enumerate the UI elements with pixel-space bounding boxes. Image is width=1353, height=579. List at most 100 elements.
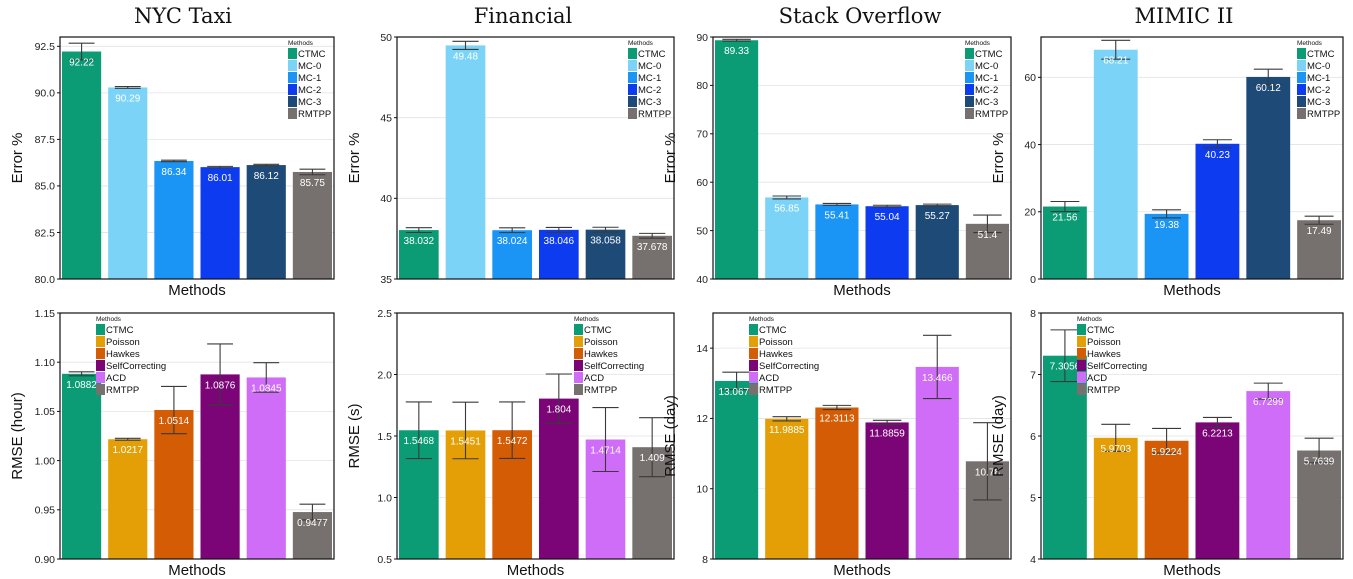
error-bar — [772, 195, 801, 200]
y-tick-label: 12 — [696, 413, 708, 425]
error-bar — [405, 227, 432, 234]
data-label: 60.12 — [1256, 83, 1281, 94]
x-axis-label: Methods — [507, 562, 565, 579]
legend: Methods CTMCPoissonHawkesSelfCorrectingAC… — [1077, 316, 1147, 396]
error-bar — [1050, 329, 1080, 383]
legend-item: Poisson — [1087, 337, 1121, 348]
legend-title: Methods — [288, 40, 314, 47]
bar-ctmc — [715, 40, 759, 280]
legend-item: SelfCorrecting — [1087, 361, 1147, 372]
bar-mc-3 — [246, 165, 286, 279]
legend-swatch — [965, 96, 974, 107]
y-tick-label: 50 — [380, 32, 392, 44]
legend-item: Hawkes — [584, 349, 618, 360]
bar-hawkes — [154, 410, 194, 559]
data-label: 6.2213 — [1202, 428, 1233, 439]
legend-title: Methods — [96, 316, 122, 323]
chart-panel-1: 38.032 49.48 38.024 38.046 38.058 37.678 35 40 4… — [346, 32, 675, 286]
legend-item: MC-2 — [298, 85, 321, 96]
legend-title: Methods — [628, 40, 654, 47]
data-label: 89.33 — [724, 46, 749, 57]
error-bar — [872, 419, 902, 426]
y-tick-label: 1.15 — [35, 308, 56, 320]
error-bar — [499, 401, 526, 460]
error-bar — [1050, 200, 1080, 213]
data-label: 1.0845 — [251, 383, 282, 394]
legend-swatch — [1297, 48, 1306, 59]
y-tick-label: 90 — [696, 32, 708, 44]
legend-swatch — [749, 336, 758, 347]
legend-swatch — [96, 384, 105, 395]
legend-swatch — [288, 108, 297, 119]
error-bar — [253, 362, 280, 393]
y-tick-label: 0.95 — [35, 505, 56, 517]
y-tick-label: 0 — [1030, 274, 1036, 286]
data-label: 1.5451 — [450, 436, 481, 447]
y-tick-label: 8 — [1030, 308, 1036, 320]
data-label: 85.75 — [300, 178, 325, 189]
bar-acd — [246, 377, 286, 559]
bar-selfcorrecting — [865, 422, 909, 559]
y-axis-label: RMSE (s) — [346, 404, 363, 469]
legend-swatch — [288, 48, 297, 59]
data-label: 38.024 — [497, 236, 528, 247]
error-bar — [772, 416, 801, 422]
legend-item: CTMC — [975, 49, 1003, 60]
legend-item: MC-3 — [298, 97, 321, 108]
plot-frame — [396, 36, 675, 280]
legend-swatch — [1297, 108, 1306, 119]
column-title-nyc-taxi: NYC Taxi — [134, 4, 232, 28]
bar-mc-0 — [108, 87, 148, 279]
y-axis-label: RMSE (hour) — [9, 392, 26, 480]
y-tick-label: 40 — [1024, 139, 1036, 151]
bar-mc-0 — [445, 45, 486, 280]
data-label: 40.23 — [1205, 150, 1230, 161]
y-tick-label: 5 — [1030, 492, 1036, 504]
chart-panel-3: 21.56 68.21 19.38 40.23 60.12 17.49 0 20 40 60 Err… — [990, 36, 1344, 299]
legend-title: Methods — [574, 316, 600, 323]
error-bar — [545, 373, 572, 424]
y-tick-label: 1.00 — [35, 455, 56, 467]
bar-ctmc — [1043, 206, 1087, 279]
bar-ctmc — [62, 373, 102, 559]
error-bar — [722, 371, 751, 391]
chart-panel-2: 89.33 56.85 55.41 55.04 55.27 51.4 40 50 60 70 80 9… — [662, 32, 1012, 299]
legend-item: MC-0 — [1307, 61, 1330, 72]
y-tick-label: 80.0 — [35, 274, 56, 286]
legend-item: CTMC — [106, 325, 134, 336]
bar-hawkes — [815, 407, 859, 559]
data-label: 55.27 — [925, 211, 950, 222]
legend-item: SelfCorrecting — [759, 361, 819, 372]
y-tick-label: 60 — [1024, 72, 1036, 84]
legend-swatch — [628, 48, 637, 59]
legend-swatch — [574, 372, 583, 383]
legend-swatch — [749, 384, 758, 395]
bar-mc-3 — [585, 229, 626, 279]
data-label: 17.49 — [1307, 226, 1332, 237]
bar-mc-2 — [1195, 143, 1240, 279]
x-axis-label: Methods — [168, 282, 226, 299]
bar-mc-3 — [1246, 76, 1291, 280]
legend-swatch — [288, 72, 297, 83]
legend-swatch — [1077, 372, 1086, 383]
legend-swatch — [1077, 360, 1086, 371]
legend-swatch — [1077, 336, 1086, 347]
legend-item: CTMC — [584, 325, 612, 336]
data-label: 5.7639 — [1304, 457, 1335, 468]
legend-item: RMTPP — [1087, 385, 1120, 396]
data-label: 38.058 — [590, 236, 621, 247]
x-axis-label: Methods — [833, 562, 891, 579]
legend-swatch — [965, 84, 974, 95]
legend: Methods CTMCPoissonHawkesSelfCorrectingAC… — [96, 316, 166, 396]
bar-hawkes — [1144, 440, 1189, 559]
data-label: 56.85 — [774, 203, 799, 214]
legend-item: Poisson — [759, 337, 793, 348]
legend-swatch — [574, 324, 583, 335]
legend-item: MC-1 — [1307, 73, 1330, 84]
y-tick-label: 0.5 — [377, 554, 392, 566]
error-bar — [452, 40, 479, 50]
legend-item: ACD — [584, 373, 604, 384]
